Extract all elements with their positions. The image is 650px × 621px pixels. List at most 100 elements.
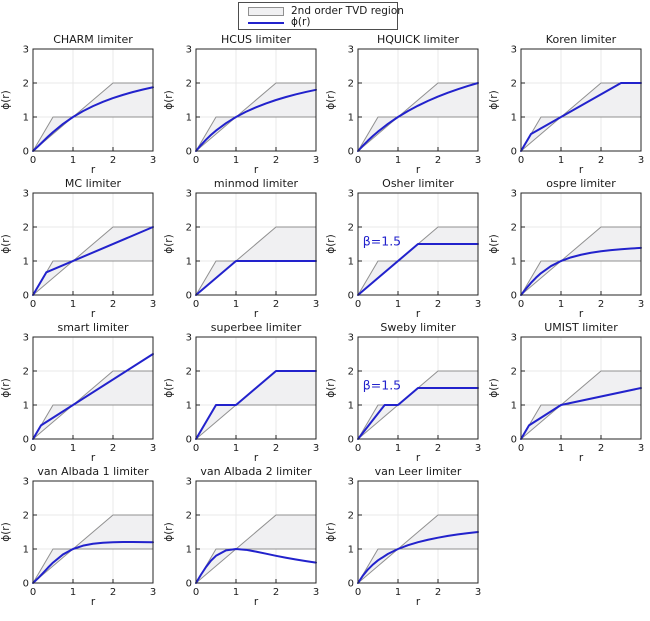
y-tick-label: 0 xyxy=(348,579,354,590)
subplot-ospre-limiter: 0 1 2 3 0 1 2 3 ospre limiter r ϕ(r) xyxy=(488,174,650,318)
subplot-superbee-limiter: 0 1 2 3 0 1 2 3 superbee limiter r ϕ(r) xyxy=(163,318,326,462)
y-tick-label: 1 xyxy=(510,113,516,124)
y-axis-label: ϕ(r) xyxy=(488,378,500,397)
y-axis-label: ϕ(r) xyxy=(0,522,12,541)
y-axis-label: ϕ(r) xyxy=(163,234,175,253)
y-axis-label: ϕ(r) xyxy=(0,378,12,397)
subplot-canvas: 0 1 2 3 0 1 2 3 MC limiter r ϕ(r) xyxy=(0,177,156,318)
x-tick-label: 1 xyxy=(232,155,238,166)
y-tick-label: 1 xyxy=(185,257,191,268)
subplot-canvas: 0 1 2 3 0 1 2 3 ospre limiter r ϕ(r) xyxy=(488,177,644,318)
axes-box xyxy=(32,336,154,440)
y-tick-label: 1 xyxy=(510,401,516,412)
x-tick-label: 2 xyxy=(110,587,116,598)
subplot-minmod-limiter: 0 1 2 3 0 1 2 3 minmod limiter r ϕ(r) xyxy=(163,174,326,318)
y-tick-label: 2 xyxy=(23,223,29,234)
axes-box xyxy=(357,192,479,296)
y-axis-label: ϕ(r) xyxy=(163,90,175,109)
x-tick-label: 3 xyxy=(637,155,643,166)
y-tick-label: 0 xyxy=(23,435,29,446)
subplot-title: UMIST limiter xyxy=(544,321,618,334)
x-tick-label: 1 xyxy=(232,299,238,310)
axes-box xyxy=(32,480,154,584)
y-tick-label: 3 xyxy=(23,189,29,200)
x-tick-label: 2 xyxy=(597,155,603,166)
y-tick-label: 3 xyxy=(185,333,191,344)
x-tick-label: 1 xyxy=(395,155,401,166)
x-tick-label: 2 xyxy=(597,443,603,454)
subplot-sweby-limiter: 0 1 2 3 0 1 2 3 Sweby limiter r ϕ(r) β=1.5 xyxy=(325,318,488,462)
x-tick-label: 1 xyxy=(557,299,563,310)
y-tick-label: 0 xyxy=(185,291,191,302)
y-tick-label: 1 xyxy=(23,257,29,268)
x-tick-label: 3 xyxy=(637,299,643,310)
legend: 2nd order TVD region ϕ(r) xyxy=(238,2,404,30)
x-axis-label: r xyxy=(416,308,421,318)
x-axis-label: r xyxy=(578,308,583,318)
tvd-region xyxy=(520,370,641,440)
x-tick-label: 0 xyxy=(517,443,523,454)
y-tick-label: 1 xyxy=(185,545,191,556)
y-tick-label: 3 xyxy=(510,189,516,200)
tvd-region xyxy=(357,82,479,152)
subplot-canvas: 0 1 2 3 0 1 2 3 Sweby limiter r ϕ(r) β=1.5 xyxy=(325,321,481,462)
x-tick-label: 3 xyxy=(312,299,318,310)
x-tick-label: 1 xyxy=(395,587,401,598)
y-tick-label: 0 xyxy=(185,147,191,158)
x-axis-label: r xyxy=(578,452,583,462)
legend-row-tvd: 2nd order TVD region xyxy=(248,6,404,17)
axes-box xyxy=(520,48,641,152)
subplot-title: HCUS limiter xyxy=(221,33,291,46)
y-tick-label: 0 xyxy=(348,291,354,302)
y-tick-label: 2 xyxy=(23,511,29,522)
x-axis-label: r xyxy=(416,164,421,174)
tvd-region xyxy=(520,226,641,296)
x-axis-label: r xyxy=(416,452,421,462)
y-axis-label: ϕ(r) xyxy=(0,234,12,253)
y-tick-label: 3 xyxy=(185,45,191,56)
subplot-title: van Albada 2 limiter xyxy=(200,465,312,478)
x-tick-label: 0 xyxy=(192,155,198,166)
phi-curve xyxy=(194,260,317,296)
x-tick-label: 0 xyxy=(192,299,198,310)
axes-box xyxy=(357,48,479,152)
y-tick-label: 0 xyxy=(23,147,29,158)
subplot-title: minmod limiter xyxy=(213,177,298,190)
x-tick-label: 3 xyxy=(475,299,481,310)
x-axis-label: r xyxy=(253,452,258,462)
y-tick-label: 1 xyxy=(23,113,29,124)
phi-curve xyxy=(357,531,479,584)
x-tick-label: 0 xyxy=(30,299,36,310)
x-tick-label: 3 xyxy=(150,299,156,310)
subplot-title: superbee limiter xyxy=(210,321,301,334)
y-tick-label: 0 xyxy=(185,435,191,446)
x-axis-label: r xyxy=(91,164,96,174)
x-tick-label: 2 xyxy=(435,299,441,310)
x-tick-label: 1 xyxy=(70,155,76,166)
y-tick-label: 3 xyxy=(510,45,516,56)
subplot-title: smart limiter xyxy=(57,321,128,334)
subplot-umist-limiter: 0 1 2 3 0 1 2 3 UMIST limiter r ϕ(r) xyxy=(488,318,650,462)
y-tick-label: 2 xyxy=(510,367,516,378)
legend-label-phi: ϕ(r) xyxy=(291,16,311,28)
axes-box xyxy=(195,336,316,440)
x-tick-label: 2 xyxy=(272,155,278,166)
y-tick-label: 2 xyxy=(185,223,191,234)
x-axis-label: r xyxy=(416,596,421,606)
x-tick-label: 1 xyxy=(557,443,563,454)
phi-curve xyxy=(519,246,642,296)
y-tick-label: 0 xyxy=(23,291,29,302)
axes-box xyxy=(357,480,479,584)
y-tick-label: 2 xyxy=(348,511,354,522)
x-tick-label: 3 xyxy=(475,587,481,598)
subplot-grid: 0 1 2 3 0 1 2 3 CHARM limiter r ϕ(r) 0 1 2 3 0 1 2 3 HCUS l… xyxy=(0,30,650,606)
x-tick-label: 2 xyxy=(272,587,278,598)
x-tick-label: 0 xyxy=(30,443,36,454)
subplot-canvas: 0 1 2 3 0 1 2 3 Osher limiter r ϕ(r) β=1.5 xyxy=(325,177,481,318)
x-tick-label: 2 xyxy=(597,299,603,310)
x-axis-label: r xyxy=(253,308,258,318)
x-tick-label: 0 xyxy=(30,155,36,166)
x-axis-label: r xyxy=(578,164,583,174)
x-tick-label: 2 xyxy=(110,155,116,166)
phi-curve xyxy=(32,540,154,584)
